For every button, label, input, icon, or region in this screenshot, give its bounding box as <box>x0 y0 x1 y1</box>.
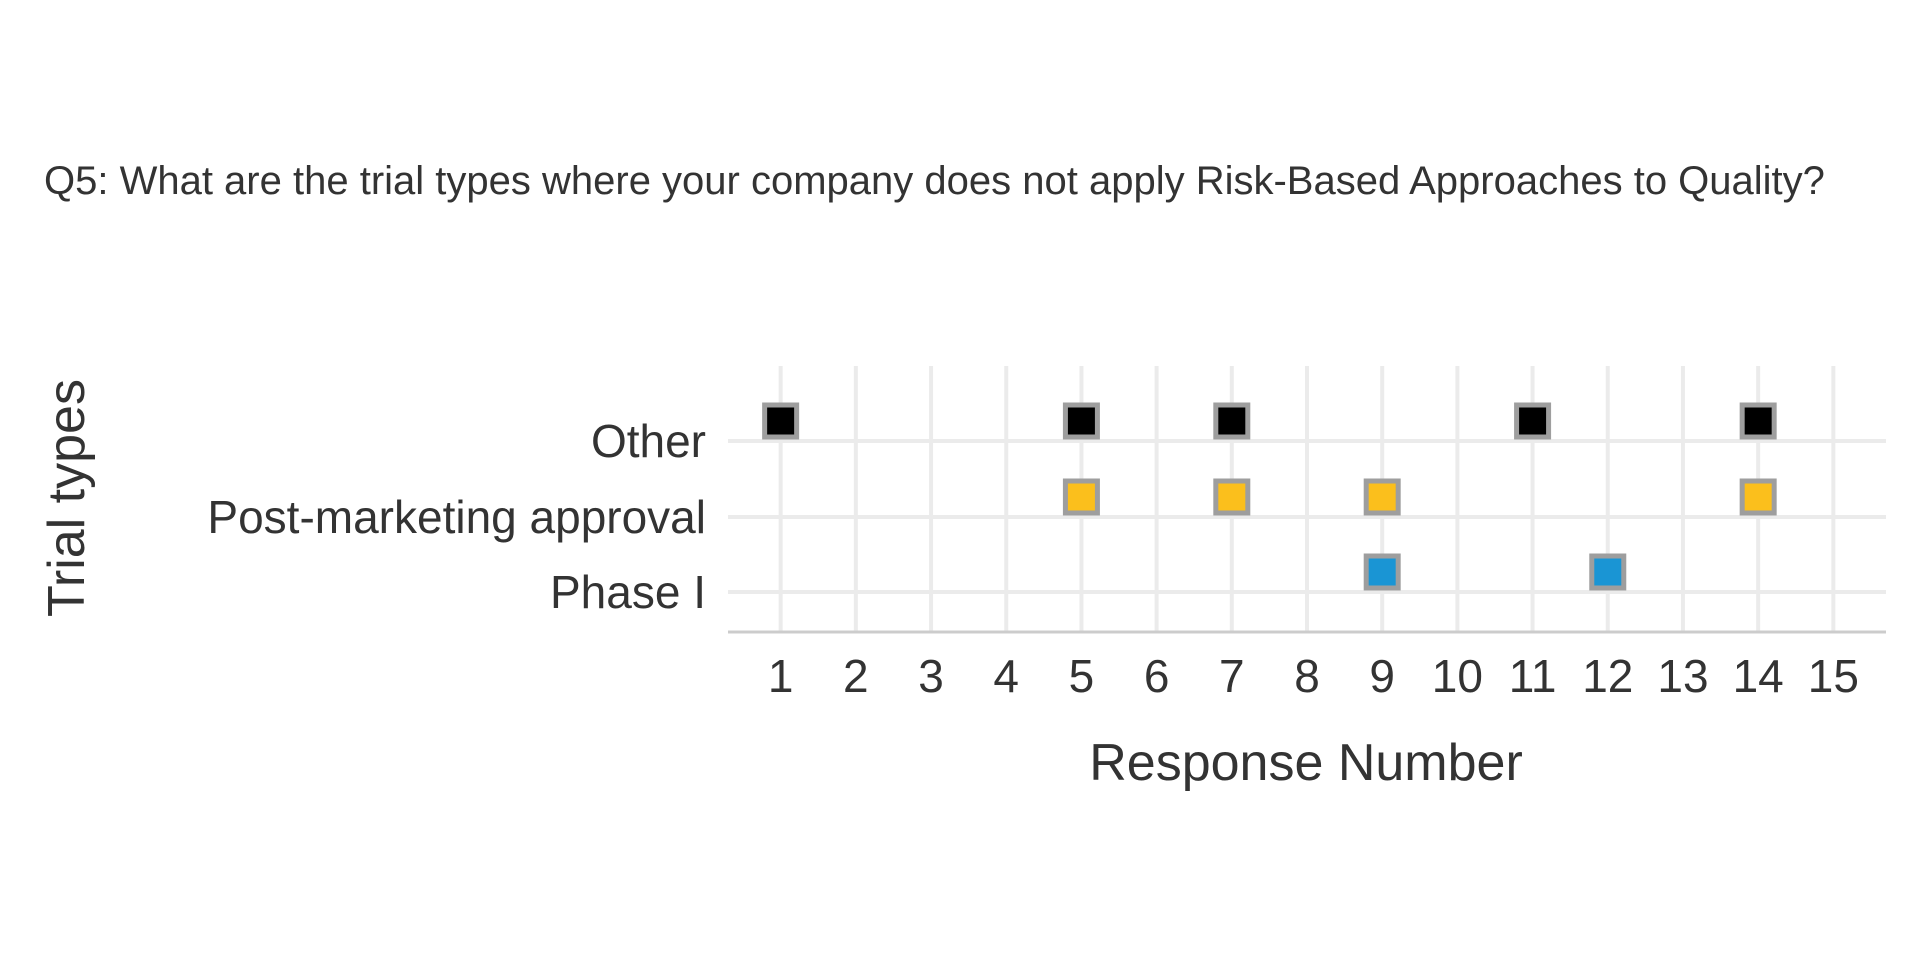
y-axis-label: Trial types <box>38 379 96 617</box>
data-point <box>1213 402 1251 440</box>
x-tick-label: 15 <box>1808 650 1859 702</box>
x-tick-label: 2 <box>843 650 869 702</box>
data-point <box>1363 478 1401 516</box>
x-tick-label: 11 <box>1509 650 1557 702</box>
x-tick-label: 6 <box>1144 650 1170 702</box>
x-tick-labels: 1 2 3 4 5 6 7 8 9 10 11 12 13 14 15 <box>768 650 1859 702</box>
x-tick-label: 4 <box>993 650 1019 702</box>
grid-lines <box>728 366 1886 632</box>
x-tick-label: 10 <box>1432 650 1483 702</box>
data-point <box>1062 402 1100 440</box>
x-tick-label: 1 <box>768 650 794 702</box>
y-tick-label: Other <box>591 415 706 467</box>
x-tick-label: 12 <box>1582 650 1633 702</box>
data-point <box>1739 402 1777 440</box>
x-tick-label: 13 <box>1657 650 1708 702</box>
x-tick-label: 14 <box>1733 650 1784 702</box>
x-tick-label: 5 <box>1069 650 1095 702</box>
data-point <box>1062 478 1100 516</box>
data-point <box>762 402 800 440</box>
x-tick-label: 8 <box>1294 650 1320 702</box>
chart-title: Q5: What are the trial types where your … <box>44 159 1825 203</box>
data-point <box>1514 402 1552 440</box>
x-tick-label: 7 <box>1219 650 1245 702</box>
data-points <box>762 402 1777 591</box>
y-tick-labels: Phase I Post-marketing approval Other <box>207 415 706 618</box>
data-point <box>1213 478 1251 516</box>
y-tick-label: Post-marketing approval <box>207 491 706 543</box>
data-point <box>1739 478 1777 516</box>
y-tick-label: Phase I <box>550 566 706 618</box>
x-axis-label: Response Number <box>1089 734 1523 792</box>
data-point <box>1589 553 1627 591</box>
x-tick-label: 3 <box>918 650 944 702</box>
x-tick-label: 9 <box>1369 650 1395 702</box>
data-point <box>1363 553 1401 591</box>
